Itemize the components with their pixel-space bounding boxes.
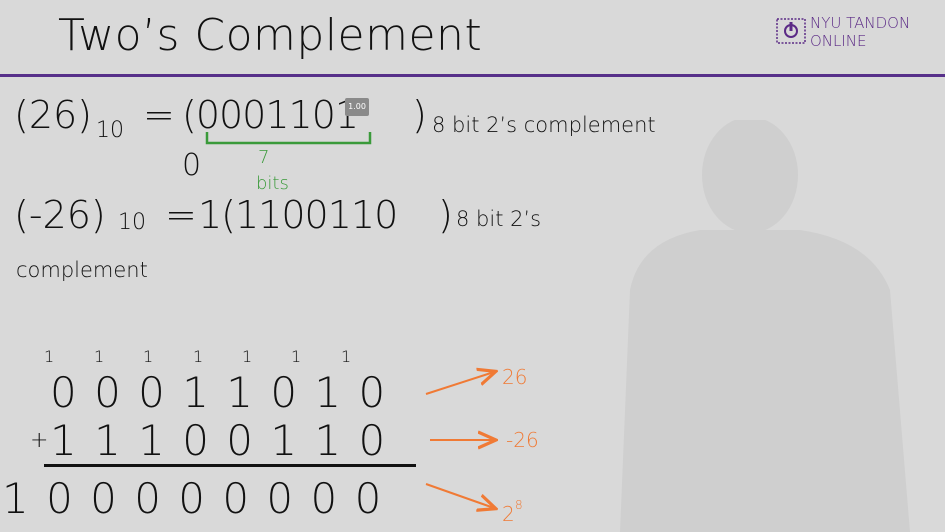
carry-digit: 1 (143, 347, 154, 366)
page-title: Two’s Complement (58, 10, 483, 61)
annotation-exponent: 8 (515, 498, 523, 512)
line2-lhs: (-26) (14, 193, 106, 237)
carry-digit: 1 (291, 347, 302, 366)
sum-line (44, 464, 416, 467)
brace-label-number: 7 (258, 147, 270, 168)
nyu-tandon-logo: NYU TANDON ONLINE (776, 14, 936, 58)
carry-digit: 1 (193, 347, 204, 366)
nyu-torch-icon (776, 18, 806, 44)
line1-suffix: 8 bit 2’s complement (432, 113, 656, 137)
brace-label-unit: bits (256, 173, 289, 194)
arrow-2-power-8 (425, 483, 494, 508)
line1-close-paren: ) (412, 93, 427, 137)
line2-equals: = (165, 193, 197, 237)
line2-close-paren: ) (438, 193, 453, 237)
plus-sign: + (30, 428, 49, 453)
line1-equals: = (143, 93, 175, 137)
line1-lhs-base: 10 (96, 118, 124, 143)
addend-row-1: 0 0 0 1 1 0 1 0 (50, 368, 388, 417)
carry-digit: 1 (242, 347, 253, 366)
logo-line-1: NYU TANDON (810, 14, 911, 32)
annotation-26: 26 (502, 365, 528, 389)
line2-suffix-wrap: complement (16, 258, 148, 282)
line1-value: (0001101 (182, 93, 359, 137)
line2-suffix: 8 bit 2’s (456, 207, 542, 231)
carry-digit: 1 (341, 347, 352, 366)
seven-bits-brace (205, 132, 372, 145)
arrow-26 (425, 372, 494, 395)
annotation-two-base: 2 (502, 502, 515, 526)
line2-lhs-base: 10 (118, 210, 146, 235)
annotation-minus-26: -26 (506, 428, 539, 452)
line2-value: 1(1100110 (198, 193, 398, 237)
addend-row-2: 1 1 1 0 0 1 1 0 (50, 416, 388, 465)
carry-digit: 1 (94, 347, 105, 366)
line1-lhs: (26) (14, 93, 93, 137)
presenter-silhouette (620, 120, 910, 532)
line1-extra-zero: 0 (182, 148, 202, 183)
carry-digit: 1 (44, 347, 55, 366)
title-divider (0, 74, 945, 77)
version-badge: 1.00 (345, 98, 369, 116)
sum-result: 1 0 0 0 0 0 0 0 0 (2, 474, 384, 523)
logo-line-2: ONLINE (810, 32, 867, 50)
